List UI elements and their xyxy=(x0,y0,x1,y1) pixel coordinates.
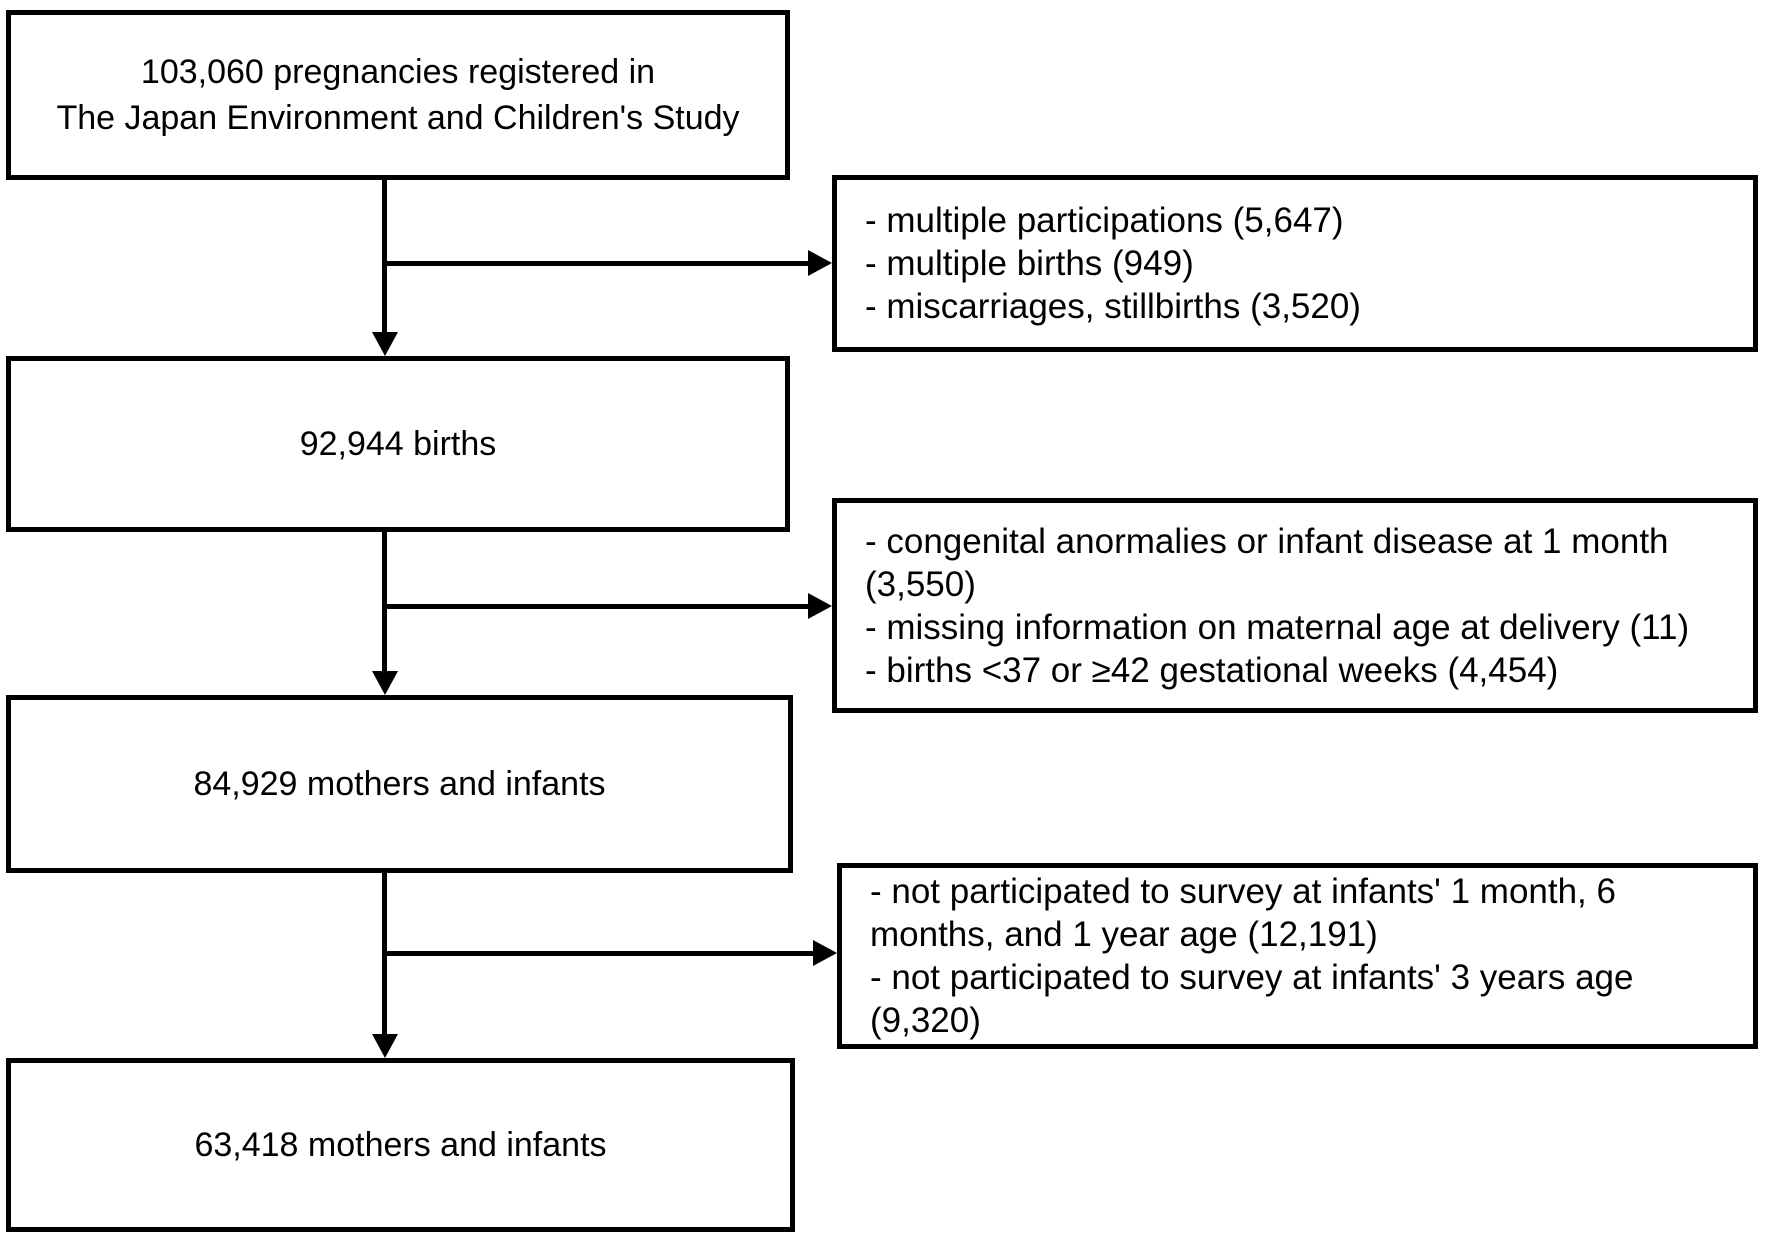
exclusion-item: - not participated to survey at infants'… xyxy=(870,872,1616,954)
exclusion-box-2: - congenital anormalies or infant diseas… xyxy=(832,498,1758,713)
exclusion-item: - births <37 or ≥42 gestational weeks (4… xyxy=(865,650,1559,690)
down-arrow-line-2 xyxy=(382,532,387,671)
flow-box-births: 92,944 births xyxy=(6,356,790,532)
exclusion-item: - multiple births (949) xyxy=(865,244,1194,283)
down-arrowhead-icon-2 xyxy=(372,671,398,695)
flow-box-text-line: 63,418 mothers and infants xyxy=(194,1126,607,1164)
down-arrowhead-icon-3 xyxy=(372,1034,398,1058)
down-arrow-line-1 xyxy=(382,180,387,332)
down-arrowhead-icon-1 xyxy=(372,332,398,356)
flow-box-text-line: The Japan Environment and Children's Stu… xyxy=(56,99,740,137)
exclusion-item: - congenital anormalies or infant diseas… xyxy=(865,521,1669,604)
flow-box-mothers-infants-63418: 63,418 mothers and infants xyxy=(6,1058,795,1232)
flow-box-mothers-infants-84929: 84,929 mothers and infants xyxy=(6,695,793,873)
flow-box-text-line: 103,060 pregnancies registered in xyxy=(140,53,656,91)
exclusion-box-3: - not participated to survey at infants'… xyxy=(837,863,1758,1049)
exclusion-item: - missing information on maternal age at… xyxy=(865,607,1690,647)
right-arrow-line-2 xyxy=(382,604,810,609)
flow-box-text-line: 84,929 mothers and infants xyxy=(193,765,606,803)
right-arrowhead-icon-3 xyxy=(813,940,837,966)
right-arrowhead-icon-1 xyxy=(808,250,832,276)
right-arrow-line-3 xyxy=(382,951,815,956)
exclusion-item: - multiple participations (5,647) xyxy=(865,201,1344,240)
right-arrow-line-1 xyxy=(382,261,810,266)
flow-box-text-line: 92,944 births xyxy=(299,425,497,463)
flow-box-pregnancies-registered: 103,060 pregnancies registered in The Ja… xyxy=(6,10,790,180)
right-arrowhead-icon-2 xyxy=(808,593,832,619)
exclusion-box-1: - multiple participations (5,647) - mult… xyxy=(832,175,1758,352)
exclusion-item: - not participated to survey at infants'… xyxy=(870,958,1634,1040)
exclusion-item: - miscarriages, stillbirths (3,520) xyxy=(865,287,1361,326)
